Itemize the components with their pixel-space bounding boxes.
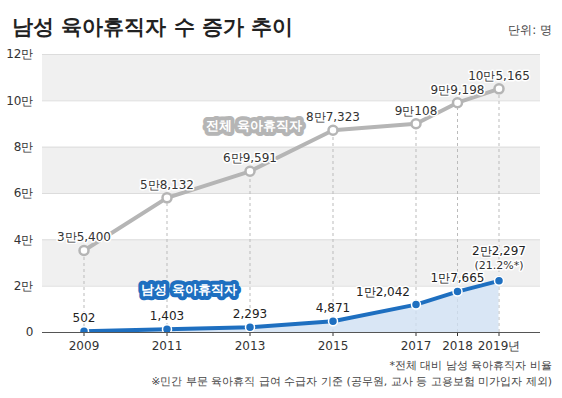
svg-text:9만108: 9만108 <box>395 104 438 118</box>
html-text:남성 육아휴직자 수 증가 추이: 남성 육아휴직자 수 증가 추이 <box>12 15 294 39</box>
html-text:단위: 명: 단위: 명 <box>508 23 552 37</box>
svg-text:1,403: 1,403 <box>150 309 184 323</box>
svg-text:5만8,132: 5만8,132 <box>140 178 194 192</box>
svg-text:12만: 12만 <box>6 47 33 61</box>
svg-text:4만: 4만 <box>14 233 34 247</box>
svg-text:2013: 2013 <box>235 339 266 353</box>
svg-text:2009: 2009 <box>69 339 100 353</box>
svg-text:2만: 2만 <box>14 279 34 293</box>
svg-text:2011: 2011 <box>152 339 183 353</box>
svg-text:6만: 6만 <box>14 186 34 200</box>
svg-text:1만7,665: 1만7,665 <box>431 271 485 285</box>
svg-text:2019년: 2019년 <box>478 339 521 353</box>
svg-text:2015: 2015 <box>318 339 349 353</box>
svg-text:2017: 2017 <box>401 339 432 353</box>
svg-text:10만: 10만 <box>6 94 33 108</box>
svg-text:8만7,323: 8만7,323 <box>306 110 360 124</box>
svg-text:3만5,400: 3만5,400 <box>57 230 111 244</box>
svg-text:남성 육아휴직자: 남성 육아휴직자 <box>141 282 237 297</box>
html-text:※민간 부문 육아휴직 급여 수급자 기준 (공무원, 교사: ※민간 부문 육아휴직 급여 수급자 기준 (공무원, 교사 등 고용보험 미가… <box>151 375 552 388</box>
svg-text:2만2,297: 2만2,297 <box>472 244 526 258</box>
svg-text:2,293: 2,293 <box>233 307 267 321</box>
svg-text:전체 육아휴직자: 전체 육아휴직자 <box>206 118 302 133</box>
svg-text:6만9,591: 6만9,591 <box>223 151 277 165</box>
svg-text:1만2,042: 1만2,042 <box>356 285 410 299</box>
svg-text:8만: 8만 <box>14 140 34 154</box>
svg-text:9만9,198: 9만9,198 <box>431 83 485 97</box>
svg-text:502: 502 <box>73 311 96 325</box>
svg-text:10만5,165: 10만5,165 <box>468 69 530 83</box>
svg-text:0: 0 <box>26 325 34 339</box>
svg-text:2018: 2018 <box>442 339 473 353</box>
svg-text:(21.2%*): (21.2%*) <box>474 259 523 272</box>
svg-text:4,871: 4,871 <box>316 301 350 315</box>
html-text:*전체 대비 남성 육아휴직자 비율: *전체 대비 남성 육아휴직자 비율 <box>389 359 552 372</box>
